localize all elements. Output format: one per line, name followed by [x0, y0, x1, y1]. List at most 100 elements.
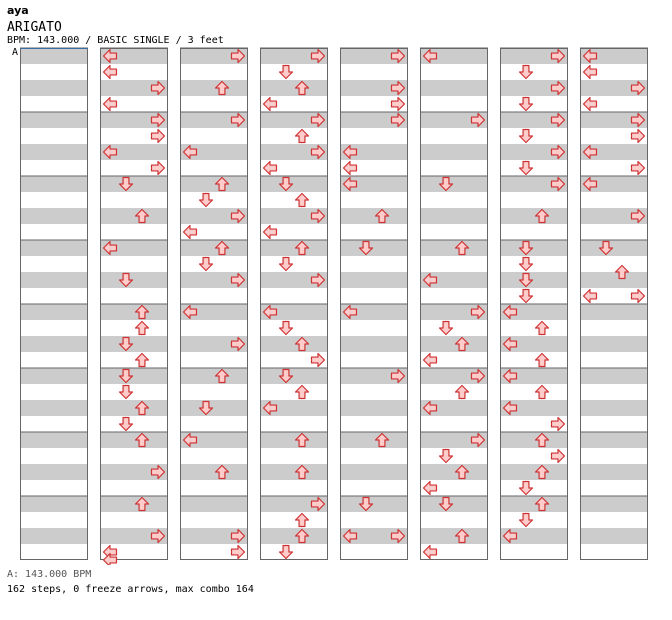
- beat-stripe: [580, 176, 648, 184]
- beat-stripe: [500, 352, 568, 360]
- beat-stripe: [260, 344, 328, 352]
- beat-stripe: [500, 320, 568, 328]
- beat-stripe: [180, 448, 248, 456]
- step-arrow-up-icon: [134, 496, 150, 512]
- step-arrow-up-icon: [454, 336, 470, 352]
- beat-stripe: [100, 464, 168, 472]
- beat-stripe: [500, 160, 568, 168]
- beat-stripe: [260, 544, 328, 552]
- beat-stripe: [340, 160, 408, 168]
- beat-stripe: [580, 144, 648, 152]
- beat-stripe: [580, 440, 648, 448]
- beat-stripe: [20, 88, 88, 96]
- beat-stripe: [260, 64, 328, 72]
- beat-stripe: [20, 72, 88, 80]
- beat-stripe: [180, 512, 248, 520]
- beat-stripe: [20, 152, 88, 160]
- beat-stripe: [340, 496, 408, 504]
- beat-stripe: [500, 232, 568, 240]
- beat-stripe: [420, 336, 488, 344]
- step-arrow-left-icon: [102, 552, 118, 565]
- beat-stripe: [180, 304, 248, 312]
- beat-stripe: [20, 528, 88, 536]
- beat-stripe: [580, 400, 648, 408]
- step-arrow-down-icon: [438, 176, 454, 192]
- beat-stripe: [180, 136, 248, 144]
- beat-stripe: [20, 224, 88, 232]
- beat-stripe: [100, 392, 168, 400]
- beat-stripe: [420, 352, 488, 360]
- beat-stripe: [180, 88, 248, 96]
- beat-stripe: [100, 144, 168, 152]
- step-arrow-right-icon: [550, 448, 566, 464]
- beat-stripe: [180, 128, 248, 136]
- beat-stripe: [580, 248, 648, 256]
- beat-stripe: [20, 320, 88, 328]
- step-arrow-up-icon: [214, 240, 230, 256]
- beat-stripe: [260, 552, 328, 560]
- beat-stripe: [340, 152, 408, 160]
- beat-stripe: [580, 232, 648, 240]
- beat-stripe: [260, 320, 328, 328]
- beat-stripe: [260, 288, 328, 296]
- beat-stripe: [180, 208, 248, 216]
- step-arrow-up-icon: [134, 432, 150, 448]
- step-arrow-up-icon: [134, 400, 150, 416]
- beat-stripe: [20, 536, 88, 544]
- beat-stripe: [260, 352, 328, 360]
- beat-stripe: [100, 544, 168, 552]
- beat-stripe: [260, 72, 328, 80]
- step-arrow-right-icon: [310, 272, 326, 288]
- step-arrow-down-icon: [278, 64, 294, 80]
- beat-stripe: [340, 304, 408, 312]
- beat-stripe: [180, 232, 248, 240]
- beat-stripe: [500, 520, 568, 528]
- beat-stripe: [580, 96, 648, 104]
- beat-stripe: [100, 80, 168, 88]
- beat-stripe: [420, 544, 488, 552]
- beat-stripe: [20, 352, 88, 360]
- beat-stripe: [580, 416, 648, 424]
- beat-stripe: [500, 152, 568, 160]
- step-arrow-right-icon: [310, 112, 326, 128]
- beat-stripe: [340, 144, 408, 152]
- beat-stripe: [420, 192, 488, 200]
- beat-stripe: [500, 368, 568, 376]
- beat-stripe: [20, 520, 88, 528]
- beat-stripe: [420, 184, 488, 192]
- beat-stripe: [420, 384, 488, 392]
- beat-stripe: [580, 520, 648, 528]
- beat-stripe: [100, 520, 168, 528]
- beat-stripe: [420, 136, 488, 144]
- beat-stripe: [260, 224, 328, 232]
- step-arrow-down-icon: [518, 512, 534, 528]
- step-arrow-right-icon: [310, 208, 326, 224]
- beat-stripe: [260, 88, 328, 96]
- beat-stripe: [580, 496, 648, 504]
- beat-stripe: [340, 384, 408, 392]
- step-arrow-left-icon: [342, 176, 358, 192]
- step-arrow-up-icon: [294, 240, 310, 256]
- beat-stripe: [100, 216, 168, 224]
- beat-stripe: [20, 144, 88, 152]
- beat-stripe: [340, 296, 408, 304]
- step-arrow-left-icon: [582, 48, 598, 64]
- beat-stripe: [20, 216, 88, 224]
- beat-stripe: [180, 264, 248, 272]
- step-arrow-up-icon: [534, 432, 550, 448]
- beat-stripe: [500, 144, 568, 152]
- beat-stripe: [260, 264, 328, 272]
- column-border: [340, 48, 408, 560]
- beat-stripe: [340, 328, 408, 336]
- beat-stripe: [340, 360, 408, 368]
- beat-stripe: [580, 296, 648, 304]
- beat-stripe: [260, 176, 328, 184]
- step-arrow-down-icon: [118, 368, 134, 384]
- beat-stripe: [20, 448, 88, 456]
- step-arrow-right-icon: [230, 48, 246, 64]
- beat-stripe: [100, 72, 168, 80]
- beat-stripe: [180, 104, 248, 112]
- beat-stripe: [260, 248, 328, 256]
- step-arrow-right-icon: [630, 288, 646, 304]
- beat-stripe: [20, 432, 88, 440]
